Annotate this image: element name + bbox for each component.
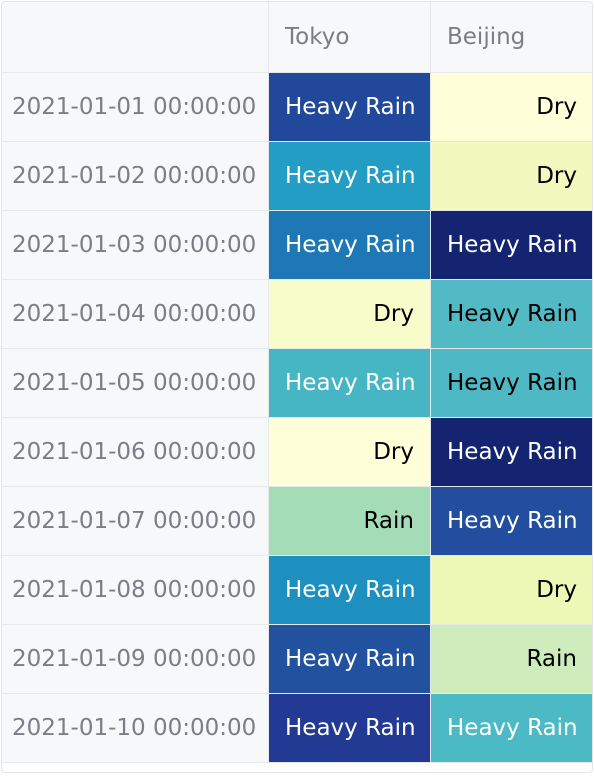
beijing-cell: Dry	[430, 555, 592, 625]
beijing-cell: Heavy Rain	[430, 348, 592, 418]
table-row: 2021-01-02 00:00:00 Heavy Rain Dry	[2, 141, 592, 211]
row-index-cell: 2021-01-05 00:00:00	[2, 348, 269, 418]
row-index-cell: 2021-01-02 00:00:00	[2, 141, 269, 211]
table-row: 2021-01-01 00:00:00 Heavy Rain Dry	[2, 72, 592, 142]
row-index-cell: 2021-01-09 00:00:00	[2, 624, 269, 694]
column-header-beijing[interactable]: Beijing	[430, 2, 592, 73]
table-row: 2021-01-09 00:00:00 Heavy Rain Rain	[2, 624, 592, 694]
tokyo-cell: Dry	[268, 417, 431, 487]
column-header-index[interactable]	[2, 2, 269, 73]
beijing-cell: Heavy Rain	[430, 279, 592, 349]
header-row: Tokyo Beijing	[2, 2, 592, 73]
tokyo-cell: Heavy Rain	[268, 72, 431, 142]
column-header-tokyo[interactable]: Tokyo	[268, 2, 431, 73]
table-row: 2021-01-07 00:00:00 Rain Heavy Rain	[2, 486, 592, 556]
table-row: 2021-01-03 00:00:00 Heavy Rain Heavy Rain	[2, 210, 592, 280]
tokyo-cell: Heavy Rain	[268, 624, 431, 694]
beijing-cell: Heavy Rain	[430, 486, 592, 556]
table-row: 2021-01-08 00:00:00 Heavy Rain Dry	[2, 555, 592, 625]
row-index-cell: 2021-01-07 00:00:00	[2, 486, 269, 556]
table-row: 2021-01-10 00:00:00 Heavy Rain Heavy Rain	[2, 693, 592, 763]
table-row: 2021-01-05 00:00:00 Heavy Rain Heavy Rain	[2, 348, 592, 418]
tokyo-cell: Heavy Rain	[268, 348, 431, 418]
row-index-cell: 2021-01-03 00:00:00	[2, 210, 269, 280]
table-row: 2021-01-04 00:00:00 Dry Heavy Rain	[2, 279, 592, 349]
row-index-cell: 2021-01-04 00:00:00	[2, 279, 269, 349]
beijing-cell: Rain	[430, 624, 592, 694]
tokyo-cell: Rain	[268, 486, 431, 556]
beijing-cell: Heavy Rain	[430, 210, 592, 280]
tokyo-cell: Heavy Rain	[268, 210, 431, 280]
styled-dataframe: Tokyo Beijing 2021-01-01 00:00:00 Heavy R…	[2, 2, 592, 763]
tokyo-cell: Heavy Rain	[268, 141, 431, 211]
beijing-cell: Heavy Rain	[430, 417, 592, 487]
row-index-cell: 2021-01-01 00:00:00	[2, 72, 269, 142]
tokyo-cell: Heavy Rain	[268, 693, 431, 763]
beijing-cell: Heavy Rain	[430, 693, 592, 763]
row-index-cell: 2021-01-08 00:00:00	[2, 555, 269, 625]
tokyo-cell: Dry	[268, 279, 431, 349]
row-index-cell: 2021-01-10 00:00:00	[2, 693, 269, 763]
row-index-cell: 2021-01-06 00:00:00	[2, 417, 269, 487]
beijing-cell: Dry	[430, 141, 592, 211]
beijing-cell: Dry	[430, 72, 592, 142]
table-row: 2021-01-06 00:00:00 Dry Heavy Rain	[2, 417, 592, 487]
tokyo-cell: Heavy Rain	[268, 555, 431, 625]
